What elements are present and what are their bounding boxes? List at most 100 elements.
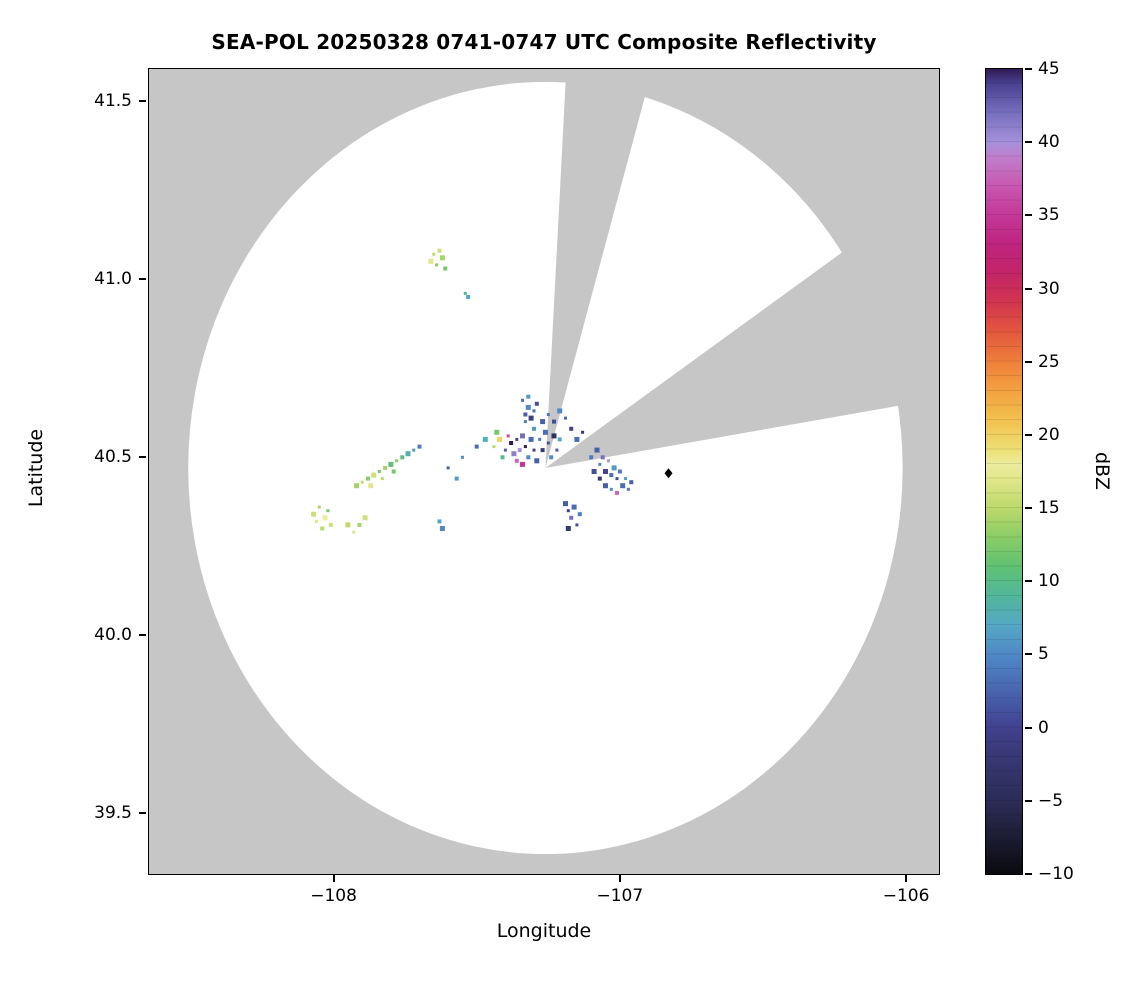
reflectivity-echo	[360, 480, 364, 484]
reflectivity-echo	[383, 465, 388, 470]
x-tick-label: −106	[882, 886, 930, 906]
reflectivity-echo	[500, 455, 505, 460]
reflectivity-echo	[506, 434, 510, 438]
colorbar-tick-label: −10	[1038, 864, 1074, 884]
reflectivity-echo	[603, 469, 608, 474]
reflectivity-echo	[629, 480, 634, 485]
reflectivity-echo	[534, 458, 540, 464]
reflectivity-echo	[463, 291, 467, 295]
reflectivity-echo	[594, 447, 600, 453]
colorbar-tick-label: 0	[1038, 717, 1049, 738]
reflectivity-echo	[546, 413, 550, 416]
reflectivity-echo	[320, 526, 325, 531]
plot-area	[148, 68, 940, 875]
colorbar-tick-mark	[1025, 141, 1032, 144]
reflectivity-echo	[615, 490, 619, 495]
colorbar-tick-mark	[1025, 580, 1032, 583]
colorbar-tick-label: 15	[1038, 498, 1060, 519]
reflectivity-echo	[598, 462, 602, 466]
radar-site-marker	[664, 468, 673, 479]
reflectivity-echo	[591, 469, 597, 474]
blocked-sector-1	[545, 69, 653, 468]
reflectivity-echo	[497, 436, 503, 442]
reflectivity-echo	[526, 455, 531, 460]
reflectivity-echo	[563, 501, 568, 507]
chart-title: SEA-POL 20250328 0741-0747 UTC Composite…	[211, 30, 877, 54]
reflectivity-echo	[437, 248, 442, 253]
reflectivity-echo	[352, 530, 356, 534]
colorbar-tick-label: −5	[1038, 790, 1064, 811]
reflectivity-echo	[624, 477, 628, 481]
y-axis-label: Latitude	[25, 428, 47, 508]
reflectivity-echo	[532, 448, 536, 452]
colorbar-level-bands	[986, 69, 1022, 874]
reflectivity-echo	[615, 477, 619, 481]
reflectivity-echo	[388, 461, 394, 467]
colorbar-tick-label: 30	[1038, 278, 1060, 299]
reflectivity-echo	[466, 295, 471, 299]
reflectivity-echo	[603, 483, 608, 489]
colorbar-gradient	[986, 69, 1022, 874]
reflectivity-echo	[515, 437, 519, 441]
reflectivity-echo	[542, 429, 548, 435]
reflectivity-echo	[317, 505, 321, 509]
reflectivity-echo	[540, 448, 545, 453]
reflectivity-echo	[552, 419, 556, 424]
colorbar-label: dBZ	[1091, 451, 1113, 491]
reflectivity-echo	[617, 469, 622, 474]
reflectivity-echo	[362, 515, 368, 521]
x-tick-mark	[332, 875, 335, 882]
reflectivity-echo	[474, 444, 479, 449]
reflectivity-echo	[446, 466, 450, 470]
reflectivity-echo	[523, 412, 528, 417]
reflectivity-echo	[417, 444, 422, 449]
reflectivity-echo	[528, 415, 534, 421]
reflectivity-echo	[520, 433, 525, 439]
reflectivity-echo	[626, 487, 630, 491]
reflectivity-echo	[557, 437, 562, 442]
reflectivity-echo	[432, 252, 436, 256]
reflectivity-echo	[435, 263, 439, 267]
reflectivity-echo	[523, 420, 527, 424]
colorbar-tick-label: 20	[1038, 424, 1060, 445]
reflectivity-echo	[322, 515, 328, 521]
radar-canvas	[188, 69, 939, 855]
reflectivity-echo	[540, 419, 546, 425]
reflectivity-echo	[521, 398, 524, 402]
colorbar-tick-label: 40	[1038, 132, 1060, 153]
x-axis-label: Longitude	[496, 920, 592, 942]
reflectivity-echo	[439, 255, 445, 261]
y-tick-label: 40.5	[94, 447, 132, 468]
colorbar-tick-mark	[1025, 214, 1032, 217]
reflectivity-echo	[620, 483, 626, 489]
radar-coverage-circle	[188, 81, 903, 855]
reflectivity-echo	[412, 448, 416, 452]
reflectivity-echo	[368, 483, 374, 489]
reflectivity-echo	[577, 512, 582, 517]
reflectivity-echo	[569, 515, 574, 520]
reflectivity-echo	[437, 519, 442, 524]
reflectivity-echo	[528, 436, 534, 442]
reflectivity-echo	[405, 451, 411, 457]
reflectivity-echo	[606, 459, 610, 463]
reflectivity-echo	[574, 436, 580, 442]
reflectivity-echo	[345, 522, 351, 528]
reflectivity-echo	[311, 511, 317, 517]
colorbar-tick-label: 45	[1038, 59, 1060, 79]
y-tick-label: 40.0	[94, 625, 132, 646]
y-tick-mark	[139, 100, 146, 103]
reflectivity-echo	[354, 483, 359, 489]
reflectivity-echo	[357, 522, 362, 527]
reflectivity-echo	[391, 469, 396, 474]
reflectivity-echo	[520, 461, 525, 467]
reflectivity-echo	[600, 455, 605, 460]
x-tick-label: −108	[310, 886, 357, 906]
reflectivity-echo	[564, 416, 567, 420]
x-tick-mark	[905, 875, 908, 882]
reflectivity-echo	[609, 473, 614, 478]
colorbar-tick-mark	[1025, 68, 1032, 70]
reflectivity-echo	[326, 509, 330, 513]
reflectivity-echo	[565, 526, 571, 531]
reflectivity-echo	[454, 476, 459, 481]
reflectivity-echo	[532, 426, 536, 431]
